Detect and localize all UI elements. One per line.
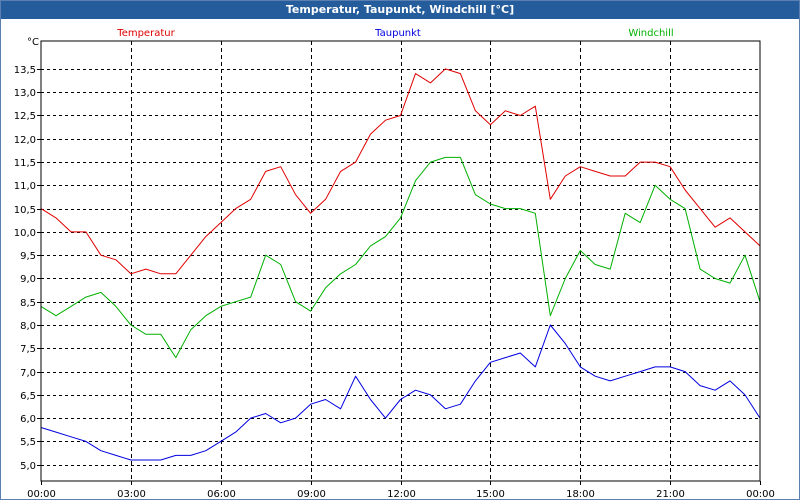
x-axis: 00:0022.05.2103:0022.05.2106:0022.05.210…: [27, 481, 775, 499]
x-tick-time-label: 09:00: [297, 489, 326, 499]
data-series: [40, 68, 761, 461]
y-tick-label: 6,5: [20, 391, 36, 402]
y-tick-label: 5,5: [20, 437, 36, 448]
y-tick-label: 10,0: [14, 228, 36, 239]
gridlines: [41, 41, 760, 481]
legend: Temperatur Taupunkt Windchill: [116, 28, 673, 39]
y-tick-label: 7,0: [20, 368, 36, 379]
x-tick-time-label: 15:00: [476, 489, 505, 499]
y-tick-label: 11,5: [14, 158, 36, 169]
x-tick-time-label: 06:00: [207, 489, 236, 499]
y-tick-label: 9,0: [20, 274, 36, 285]
y-tick-label: 8,5: [20, 298, 36, 309]
y-axis: 5,0 5,5 6,0 6,5 7,0 7,5 8,0 8,5 9,0 9,5 10,0 10,5 11…: [14, 37, 41, 472]
y-tick-label: 8,0: [20, 321, 36, 332]
chart-title: Temperatur, Taupunkt, Windchill [°C]: [1, 1, 799, 19]
y-tick-label: 12,5: [14, 111, 36, 122]
x-tick-time-label: 21:00: [656, 489, 685, 499]
y-tick-label: 5,0: [20, 461, 36, 472]
y-tick-label: 12,0: [14, 135, 36, 146]
series-line-taupunkt: [40, 324, 761, 461]
series-line-windchill: [40, 156, 761, 359]
legend-label-windchill: Windchill: [628, 28, 673, 39]
y-tick-label: 13,5: [14, 65, 36, 76]
y-tick-label: 13,0: [14, 88, 36, 99]
y-tick-label: 6,0: [20, 414, 36, 425]
y-tick-label: 10,5: [14, 205, 36, 216]
chart-area: 5,0 5,5 6,0 6,5 7,0 7,5 8,0 8,5 9,0 9,5 10,0 10,5 11…: [14, 28, 775, 499]
legend-label-taupunkt: Taupunkt: [374, 28, 421, 39]
x-tick-time-label: 00:00: [27, 489, 56, 499]
plot-border: [40, 40, 761, 482]
x-tick-time-label: 03:00: [117, 489, 146, 499]
y-tick-label: 9,5: [20, 251, 36, 262]
series-line-temperatur: [40, 68, 761, 275]
y-axis-label: °C: [27, 37, 39, 48]
x-tick-time-label: 00:00: [746, 489, 775, 499]
x-tick-time-label: 12:00: [387, 489, 416, 499]
y-tick-label: 11,0: [14, 181, 36, 192]
y-tick-label: 7,5: [20, 344, 36, 355]
x-tick-time-label: 18:00: [566, 489, 595, 499]
legend-label-temperatur: Temperatur: [116, 28, 175, 39]
